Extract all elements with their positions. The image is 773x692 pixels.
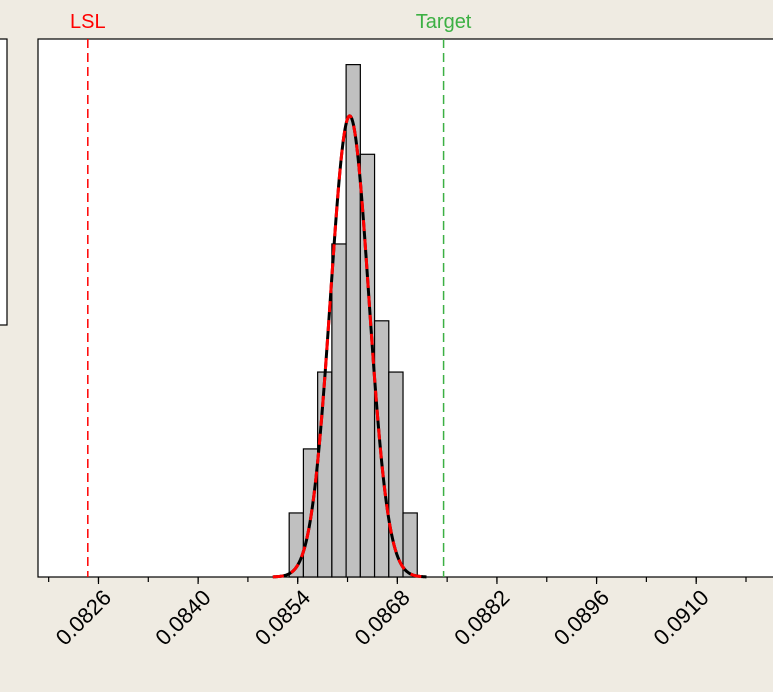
spec-limit-labels: LSLTargetUSL: [70, 11, 472, 33]
spec-limit-lines: [87, 39, 445, 577]
histogram-bar-3: [331, 243, 347, 578]
x-axis: 0.0826 0.0840 0.0854 0.0868 0.0882 0.0896 0.09…: [48, 577, 747, 650]
x-tick-label: 0.0854: [250, 585, 315, 650]
x-tick-label: 0.0826: [51, 585, 116, 650]
spec-label-target: Target: [416, 11, 472, 33]
histogram-bars: [288, 64, 418, 578]
x-tick-label: 0.0910: [648, 585, 713, 650]
histogram-bar-2: [317, 371, 333, 578]
histogram-bar-8: [402, 512, 418, 578]
spec-label-lsl: LSL: [70, 11, 106, 33]
x-tick-label: 0.0896: [549, 585, 614, 650]
x-tick-label: 0.0868: [350, 585, 415, 650]
histogram-bar-7: [388, 371, 404, 578]
x-tick-label: 0.0882: [449, 585, 514, 650]
plot-area: [37, 38, 773, 578]
histogram-bar-4: [345, 64, 361, 578]
fit-curves: [272, 114, 427, 579]
x-tick-label: 0.0840: [150, 585, 215, 650]
side-panel-fragment: [0, 38, 8, 326]
fit-curve-overall: [272, 114, 427, 579]
